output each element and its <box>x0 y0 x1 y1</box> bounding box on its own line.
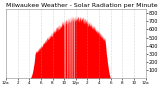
Text: Milwaukee Weather - Solar Radiation per Minute W/m² (Last 24 Hours): Milwaukee Weather - Solar Radiation per … <box>6 2 160 8</box>
